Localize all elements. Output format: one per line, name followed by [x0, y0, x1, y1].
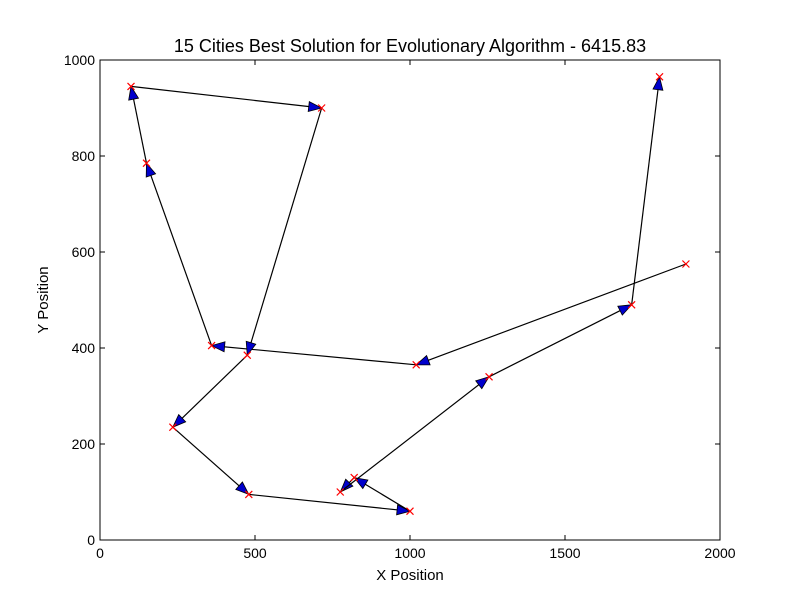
route-edge	[631, 76, 661, 305]
y-axis-label: Y Position	[35, 266, 52, 333]
y-tick-label: 1000	[64, 52, 95, 68]
route-edge	[415, 263, 687, 366]
route-arrowhead	[210, 341, 226, 353]
route-edge	[145, 162, 213, 346]
route-arrowhead	[617, 304, 633, 316]
y-tick-label: 0	[87, 532, 95, 548]
city-markers	[127, 72, 690, 516]
city-marker	[243, 351, 252, 360]
route-edge	[172, 426, 250, 495]
x-tick-label: 0	[96, 545, 104, 561]
route-edge	[211, 345, 417, 366]
city-marker	[350, 473, 359, 482]
city-marker	[627, 300, 636, 309]
x-tick-label: 500	[243, 545, 267, 561]
plot-area	[99, 59, 721, 541]
city-marker	[142, 159, 151, 168]
chart-title: 15 Cities Best Solution for Evolutionary…	[174, 36, 646, 56]
city-marker	[406, 507, 414, 516]
y-tick-label: 200	[72, 436, 96, 452]
route-arrowhead	[652, 75, 664, 91]
route-edges	[128, 75, 687, 516]
x-tick-label: 1000	[394, 545, 425, 561]
y-tick-label: 600	[72, 244, 96, 260]
x-tick-label: 1500	[549, 545, 580, 561]
y-tick-label: 400	[72, 340, 96, 356]
city-marker	[485, 372, 493, 381]
city-marker	[412, 360, 421, 369]
route-arrowhead	[415, 354, 431, 366]
route-arrowhead	[145, 162, 157, 178]
city-marker	[681, 260, 690, 268]
route-edge	[488, 304, 632, 378]
city-marker	[244, 490, 253, 499]
city-marker	[336, 488, 345, 496]
route-edge	[246, 107, 323, 356]
city-marker	[655, 72, 664, 81]
city-marker	[168, 423, 177, 432]
route-edge	[248, 493, 411, 512]
route-arrowhead	[307, 100, 323, 113]
axis-ticks: 0 500 1000 1500 2000 0 200 400 600 800 1000	[64, 52, 736, 561]
route-edge	[172, 354, 248, 428]
city-marker	[317, 104, 326, 112]
route-edge	[130, 85, 322, 109]
city-marker	[127, 82, 135, 91]
route-edge	[339, 376, 490, 493]
x-axis-label: X Position	[376, 567, 444, 584]
city-marker	[207, 341, 216, 350]
route-arrowhead	[245, 340, 257, 357]
x-tick-label: 2000	[704, 545, 735, 561]
y-tick-label: 800	[72, 148, 96, 164]
route-arrowhead	[128, 85, 140, 101]
